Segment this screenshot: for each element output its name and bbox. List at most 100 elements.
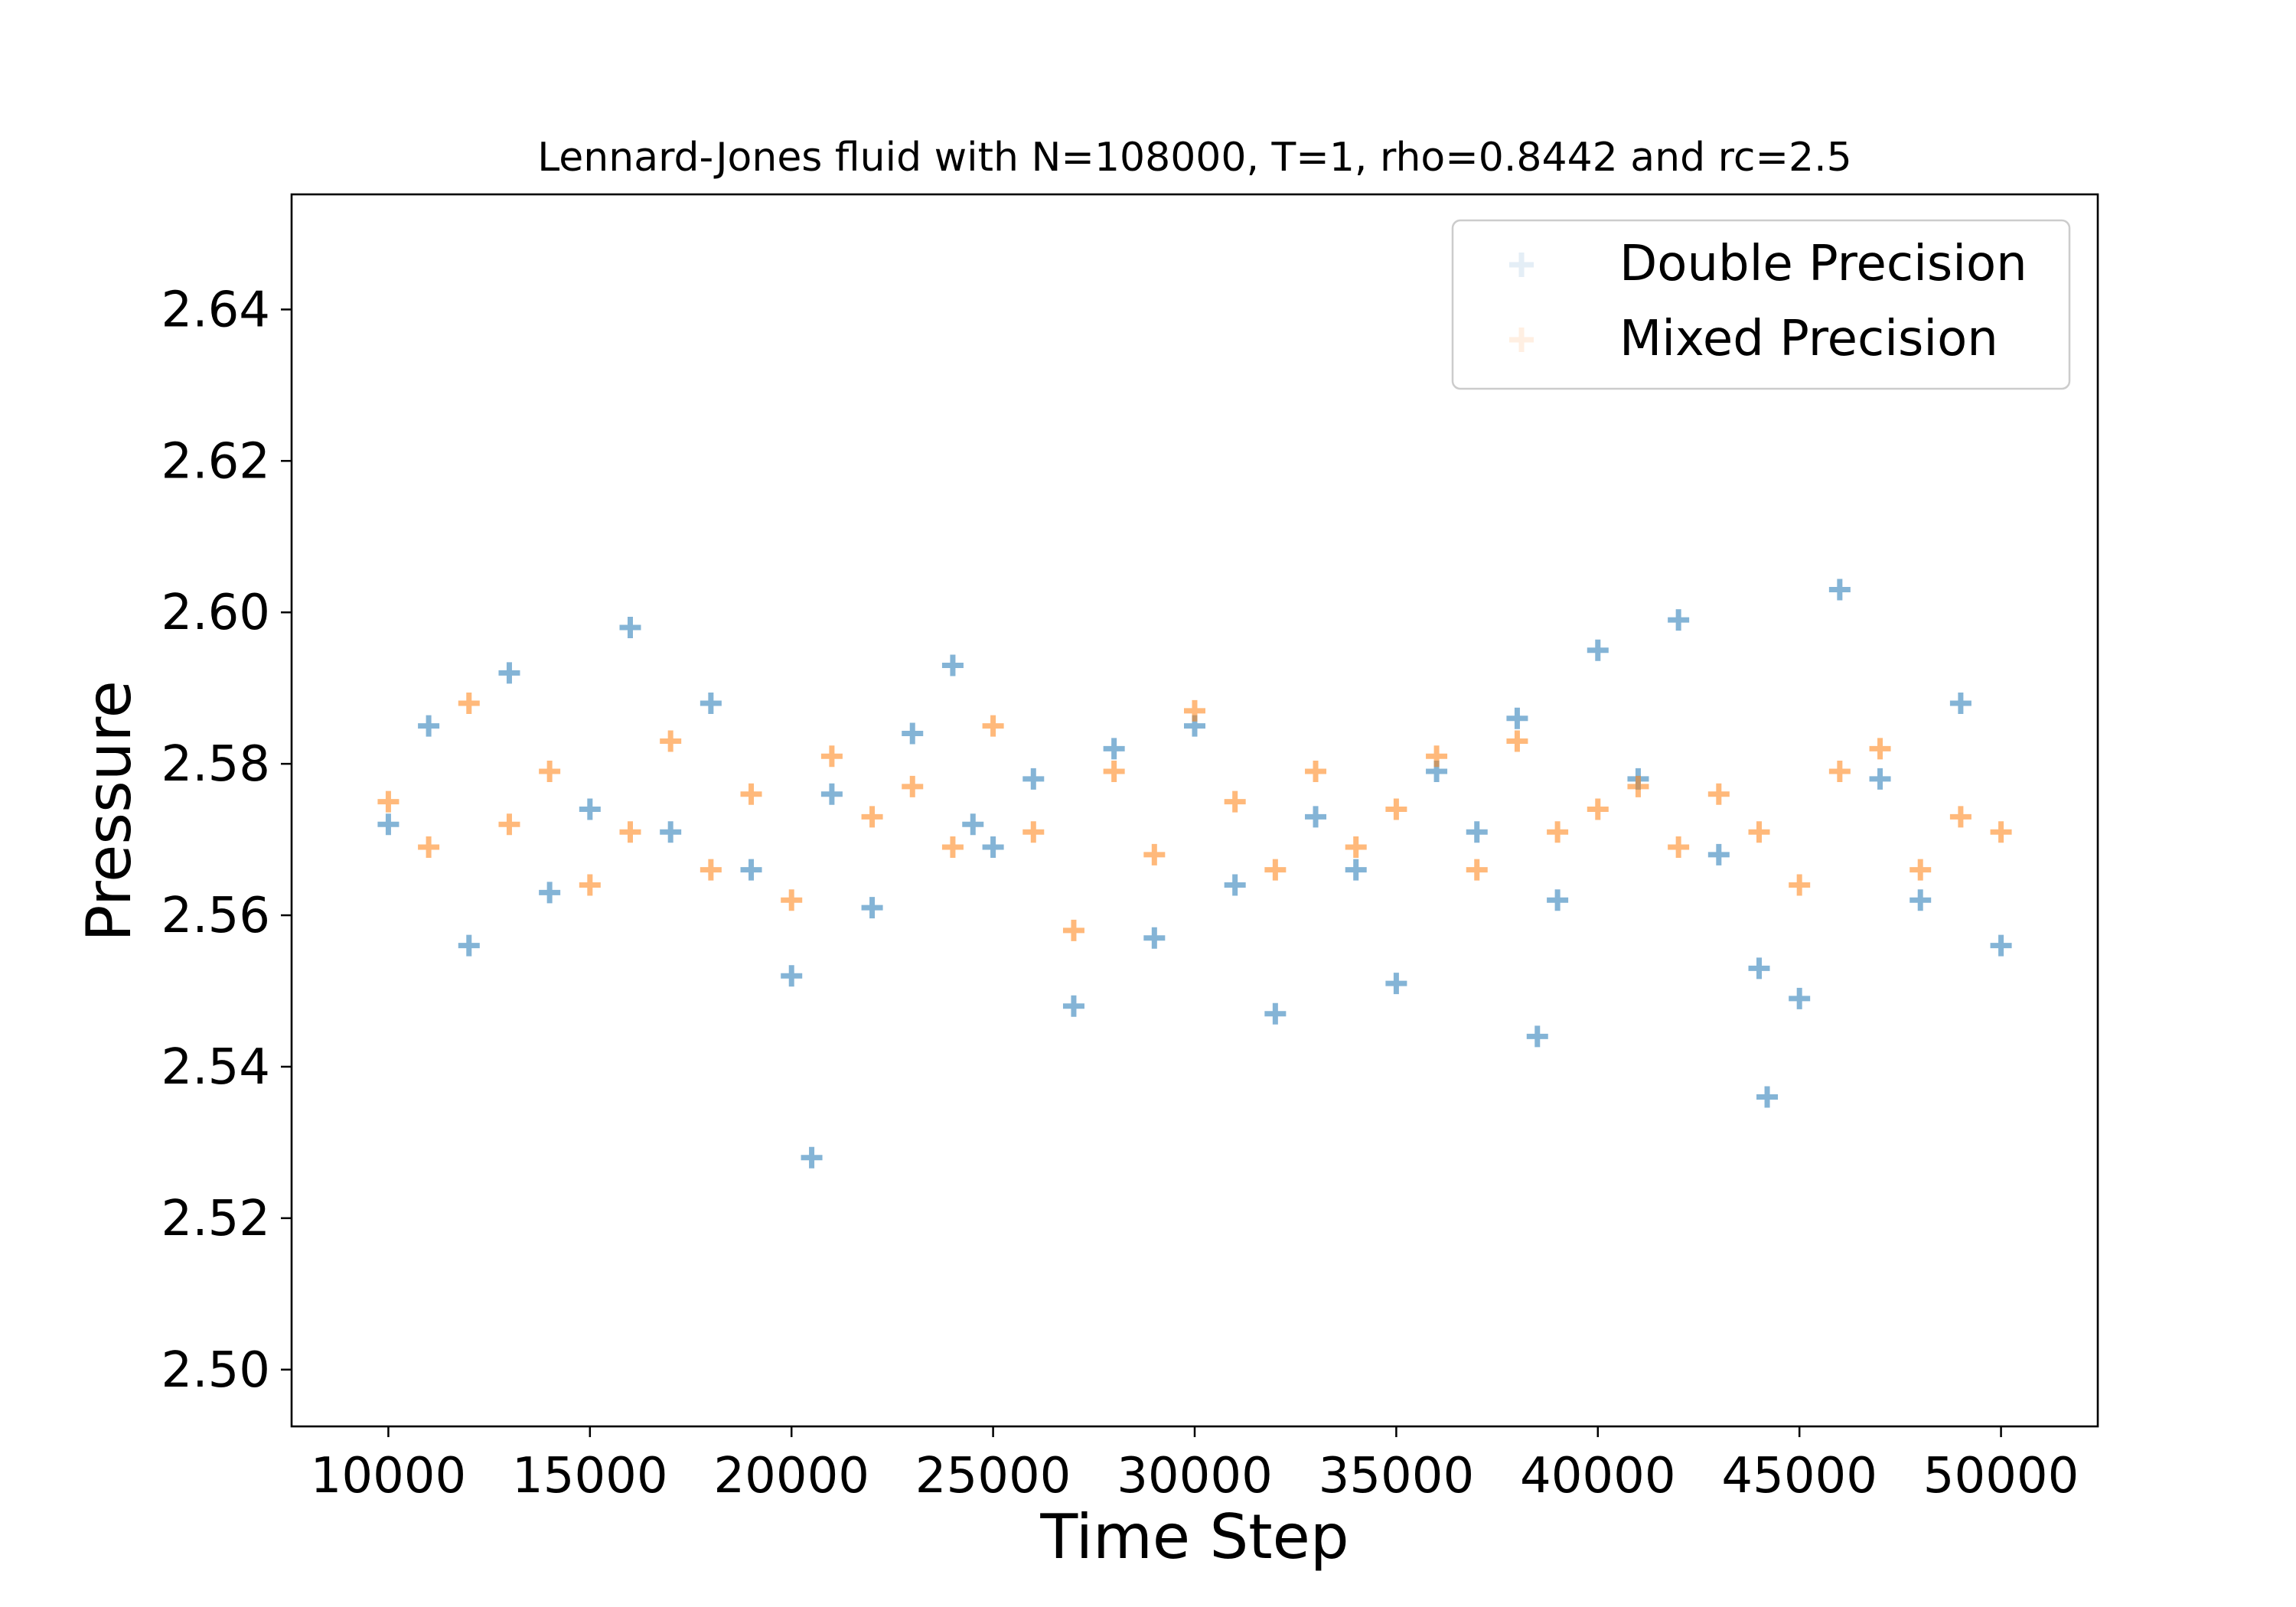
x-tick-label: 15000 (512, 1448, 668, 1504)
data-point (1103, 738, 1125, 760)
y-tick-label: 2.56 (161, 888, 271, 944)
y-tick-label: 2.62 (161, 433, 271, 490)
data-point (1466, 821, 1488, 843)
data-point (1305, 761, 1327, 783)
data-point (1547, 889, 1569, 911)
data-point (377, 813, 400, 836)
data-point (1789, 987, 1811, 1009)
legend-label-double-precision: Double Precision (1619, 236, 2027, 292)
data-point (1022, 768, 1045, 790)
x-tick-label: 30000 (1117, 1448, 1273, 1504)
data-point (498, 813, 520, 836)
data-point (1949, 692, 1971, 714)
data-point (1990, 934, 2012, 957)
legend-marker-mixed-precision (1509, 328, 1534, 352)
data-point (1526, 1025, 1548, 1048)
data-point (1668, 836, 1690, 858)
data-point (660, 730, 682, 752)
data-point (619, 821, 641, 843)
data-point (1668, 609, 1690, 631)
data-point (1143, 843, 1166, 865)
data-point (1910, 889, 1932, 911)
data-point (982, 715, 1004, 737)
data-point (1910, 859, 1932, 881)
data-point (1426, 745, 1448, 768)
x-tick-label: 20000 (713, 1448, 869, 1504)
data-point (1184, 699, 1205, 722)
data-point (579, 798, 601, 820)
data-point (1506, 730, 1528, 752)
data-point (1264, 1002, 1287, 1025)
data-point (1828, 761, 1851, 783)
x-tick-label: 10000 (311, 1448, 467, 1504)
x-tick-label: 40000 (1520, 1448, 1676, 1504)
data-point (982, 836, 1004, 858)
x-tick-label: 25000 (915, 1448, 1071, 1504)
data-point (619, 617, 641, 639)
data-point (1103, 761, 1125, 783)
x-axis: 10000 15000 20000 25000 30000 35000 40000 45000… (311, 1426, 2079, 1504)
data-point (1143, 927, 1166, 949)
data-point (1748, 821, 1770, 843)
data-point (962, 813, 984, 836)
data-point (1869, 738, 1891, 760)
data-point (861, 897, 883, 919)
y-axis: 2.50 2.52 2.54 2.56 2.58 2.60 2.62 2.64 (161, 282, 292, 1399)
data-point (700, 859, 722, 881)
data-point (1990, 821, 2012, 843)
data-point (902, 775, 924, 797)
data-point (1547, 821, 1569, 843)
data-point (1587, 639, 1609, 661)
data-point (801, 1146, 823, 1169)
x-tick-label: 50000 (1923, 1448, 2079, 1504)
data-point (1506, 707, 1528, 729)
y-tick-label: 2.60 (161, 585, 271, 641)
y-tick-label: 2.64 (161, 282, 271, 338)
data-point (1587, 798, 1609, 820)
y-axis-label: Pressure (73, 680, 145, 942)
data-point (1756, 1086, 1779, 1108)
data-point (1385, 973, 1407, 995)
data-point (820, 745, 843, 768)
data-point (941, 836, 964, 858)
series-mixed-precision (377, 692, 2012, 941)
data-point (1748, 957, 1770, 980)
data-point (941, 654, 964, 676)
data-point (1707, 843, 1730, 865)
data-point (458, 692, 480, 714)
data-point (1707, 783, 1730, 805)
data-point (418, 715, 440, 737)
data-point (1062, 995, 1084, 1017)
data-point (1345, 836, 1367, 858)
data-point (861, 806, 883, 828)
data-point (539, 882, 561, 904)
data-point (781, 889, 803, 911)
data-point (1949, 806, 1971, 828)
data-point (740, 783, 762, 805)
data-point (1022, 821, 1045, 843)
data-point (1264, 859, 1287, 881)
legend-marker-double-precision (1509, 253, 1534, 277)
data-point (740, 859, 762, 881)
data-point (781, 965, 803, 987)
data-point (902, 722, 924, 745)
y-tick-label: 2.50 (161, 1342, 271, 1399)
data-points (377, 579, 2012, 1169)
data-point (1305, 806, 1327, 828)
data-point (700, 692, 722, 714)
data-point (458, 934, 480, 957)
data-point (1224, 790, 1246, 813)
data-point (660, 821, 682, 843)
y-tick-label: 2.52 (161, 1191, 271, 1247)
chart-title: Lennard-Jones fluid with N=108000, T=1, … (537, 135, 1851, 181)
data-point (1385, 798, 1407, 820)
x-axis-label: Time Step (1039, 1501, 1349, 1573)
legend-plus-icon (1509, 328, 1534, 352)
data-point (1062, 919, 1084, 941)
data-point (1789, 874, 1811, 896)
data-point (1345, 859, 1367, 881)
data-point (1466, 859, 1488, 881)
data-point (1828, 579, 1851, 601)
